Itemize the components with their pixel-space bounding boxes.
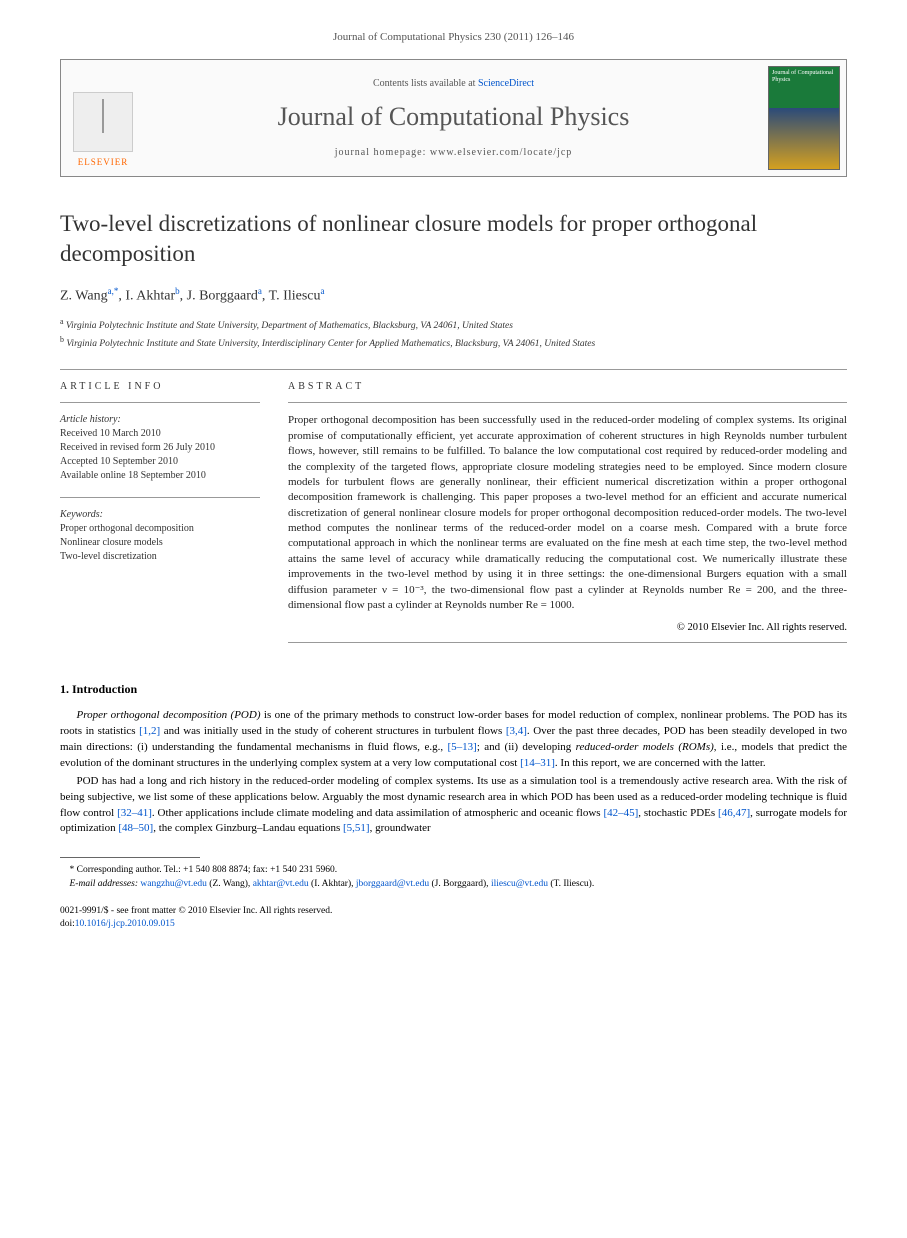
affiliation: a Virginia Polytechnic Institute and Sta… [60,316,847,333]
corr-label: * Corresponding author. [70,865,164,875]
homepage-prefix: journal homepage: [335,147,430,158]
intro-text: , stochastic PDEs [638,807,718,819]
author-corr-mark[interactable]: * [114,286,119,296]
author: J. Borggaard [187,289,258,304]
keyword: Proper orthogonal decomposition [60,522,260,536]
aff-mark: a [60,317,64,326]
abstract-copyright: © 2010 Elsevier Inc. All rights reserved… [288,621,847,636]
author-aff-mark[interactable]: a [321,286,325,296]
elsevier-tree-icon [73,92,133,152]
citation-link[interactable]: [14–31] [520,757,555,769]
author: Z. Wang [60,289,108,304]
citation-link[interactable]: [5–13] [447,741,476,753]
email-label: E-mail addresses: [70,879,141,889]
abstract-end-divider [288,642,847,643]
keyword: Nonlinear closure models [60,536,260,550]
citation-link[interactable]: [32–41] [117,807,152,819]
section-heading-introduction: 1. Introduction [60,681,847,698]
email-footnote: E-mail addresses: wangzhu@vt.edu (Z. Wan… [60,878,847,891]
author-aff-mark[interactable]: b [175,286,180,296]
email-who: (J. Borggaard), [429,879,491,889]
intro-text: . In this report, we are concerned with … [555,757,766,769]
email-link[interactable]: jborggaard@vt.edu [356,879,429,889]
aff-text: Virginia Polytechnic Institute and State… [66,322,513,332]
email-link[interactable]: wangzhu@vt.edu [140,879,207,889]
author-aff-mark[interactable]: a [258,286,262,296]
footnote-separator [60,857,200,858]
author: T. Iliescu [269,289,321,304]
intro-text: , groundwater [370,822,431,834]
article-info-column: ARTICLE INFO Article history: Received 1… [60,380,260,653]
authors-line: Z. Wanga,*, I. Akhtarb, J. Borggaarda, T… [60,285,847,306]
article-info-label: ARTICLE INFO [60,380,260,394]
publisher-label: ELSEVIER [78,156,129,169]
doi-label: doi: [60,919,75,929]
keywords-block: Keywords: Proper orthogonal decompositio… [60,497,260,564]
article-title: Two-level discretizations of nonlinear c… [60,209,847,269]
contents-prefix: Contents lists available at [373,78,478,89]
publisher-block: ELSEVIER [61,60,145,176]
intro-text: ; and (ii) developing [477,741,576,753]
masthead: ELSEVIER Contents lists available at Sci… [60,59,847,177]
history-line: Received 10 March 2010 [60,427,260,441]
history-line: Received in revised form 26 July 2010 [60,441,260,455]
footer-block: 0021-9991/$ - see front matter © 2010 El… [60,905,847,932]
keywords-label: Keywords: [60,508,260,522]
citation-link[interactable]: [42–45] [603,807,638,819]
email-who: (I. Akhtar), [309,879,356,889]
history-line: Available online 18 September 2010 [60,469,260,483]
corresponding-author-footnote: * Corresponding author. Tel.: +1 540 808… [60,864,847,877]
abstract-label: ABSTRACT [288,380,847,394]
doi-link[interactable]: 10.1016/j.jcp.2010.09.015 [75,919,175,929]
citation-link[interactable]: [5,51] [343,822,370,834]
abstract-text: Proper orthogonal decomposition has been… [288,413,847,613]
history-line: Accepted 10 September 2010 [60,455,260,469]
info-divider [60,402,260,403]
intro-para-1: Proper orthogonal decomposition (POD) is… [60,708,847,772]
citation-link[interactable]: [46,47] [718,807,750,819]
author: I. Akhtar [125,289,175,304]
intro-text: and was initially used in the study of c… [160,725,506,737]
abstract-column: ABSTRACT Proper orthogonal decomposition… [288,380,847,653]
intro-para-2: POD has had a long and rich history in t… [60,774,847,838]
email-link[interactable]: iliescu@vt.edu [491,879,548,889]
affiliations: a Virginia Polytechnic Institute and Sta… [60,316,847,351]
citation-link[interactable]: [3,4] [506,725,527,737]
article-history-label: Article history: [60,413,260,427]
abstract-divider [288,402,847,403]
corr-text: Tel.: +1 540 808 8874; fax: +1 540 231 5… [164,865,337,875]
intro-text: , the complex Ginzburg–Landau equations [153,822,343,834]
citation-link[interactable]: [1,2] [139,725,160,737]
email-link[interactable]: akhtar@vt.edu [253,879,309,889]
front-matter-line: 0021-9991/$ - see front matter © 2010 El… [60,905,847,918]
journal-reference: Journal of Computational Physics 230 (20… [60,30,847,45]
info-abstract-row: ARTICLE INFO Article history: Received 1… [60,380,847,653]
masthead-center: Contents lists available at ScienceDirec… [145,60,762,176]
contents-line: Contents lists available at ScienceDirec… [153,77,754,91]
intro-ital-term: reduced-order models (ROMs) [576,741,714,753]
homepage-line: journal homepage: www.elsevier.com/locat… [153,146,754,160]
journal-title: Journal of Computational Physics [153,99,754,135]
sciencedirect-link[interactable]: ScienceDirect [478,78,534,89]
affiliation: b Virginia Polytechnic Institute and Sta… [60,334,847,351]
aff-mark: b [60,335,64,344]
intro-lead-term: Proper orthogonal decomposition (POD) [77,709,261,721]
doi-line: doi:10.1016/j.jcp.2010.09.015 [60,918,847,931]
keyword: Two-level discretization [60,550,260,564]
intro-text: . Other applications include climate mod… [152,807,604,819]
journal-cover-block: Journal of Computational Physics [762,60,846,176]
aff-text: Virginia Polytechnic Institute and State… [66,339,595,349]
journal-cover-title: Journal of Computational Physics [769,67,839,86]
email-who: (T. Iliescu). [548,879,594,889]
homepage-url[interactable]: www.elsevier.com/locate/jcp [430,147,572,158]
section-divider [60,369,847,370]
journal-cover-icon: Journal of Computational Physics [768,66,840,170]
keywords-divider [60,497,260,498]
email-who: (Z. Wang), [207,879,253,889]
citation-link[interactable]: [48–50] [118,822,153,834]
